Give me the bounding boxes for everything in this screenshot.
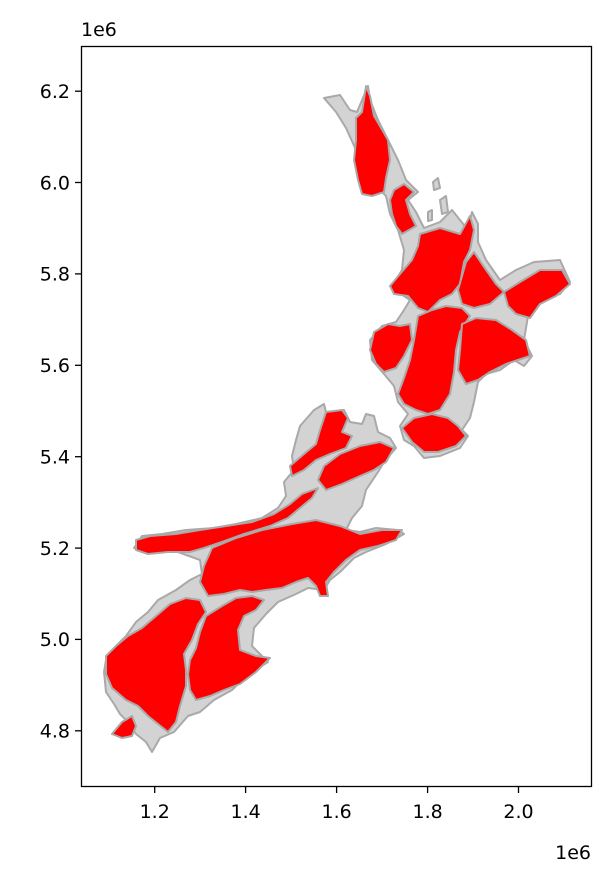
y-tick-label: 5.2 [40,538,70,560]
y-tick-label: 6.2 [40,81,70,103]
y-axis [75,90,82,732]
x-tick-label: 1.6 [321,801,351,823]
x-offset-label: 1e6 [555,842,591,864]
y-tick-label: 5.8 [40,264,70,286]
region-bay-of-plenty [457,251,505,309]
region-southland [105,597,207,733]
y-offset-label: 1e6 [81,19,117,41]
x-axis [154,786,520,793]
region-taranaki [369,323,413,373]
y-tick-label: 5.6 [40,355,70,377]
y-tick-label: 4.8 [40,721,70,743]
region-wellington [401,413,467,453]
x-tick-label: 2.0 [503,801,533,823]
y-tick-labels: 6.2 6.0 5.8 5.6 5.4 5.2 5.0 4.8 [40,81,70,743]
region-manawatu-whanganui [397,305,471,415]
map-regions [103,85,571,753]
region-northland [353,85,391,197]
region-gisborne [503,269,571,319]
region-north-island-islet [432,177,441,191]
region-north-island-islet [439,195,449,215]
region-canterbury [199,519,403,597]
y-tick-label: 5.0 [40,629,70,651]
region-tasman [289,409,353,477]
region-auckland [389,183,417,235]
region-stewart-island [111,715,137,739]
x-tick-labels: 1.2 1.4 1.6 1.8 2.0 [140,801,534,823]
x-tick-label: 1.4 [230,801,260,823]
region-otago [187,595,271,701]
region-hawkes-bay [457,317,531,385]
x-tick-label: 1.8 [412,801,442,823]
region-north-island-islet [427,209,433,222]
region-waikato [389,215,475,313]
y-tick-label: 6.0 [40,172,70,194]
region-west-coast [135,487,319,555]
x-tick-label: 1.2 [140,801,170,823]
region-marlborough [317,441,395,491]
y-tick-label: 5.4 [40,447,70,469]
